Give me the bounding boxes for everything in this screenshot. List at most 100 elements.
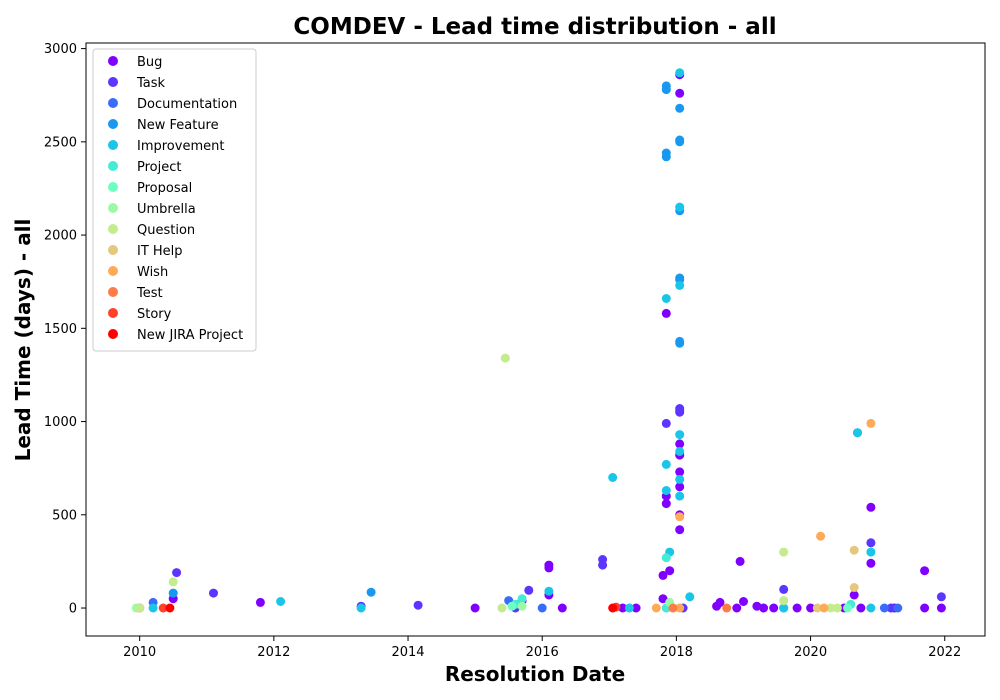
- legend-label: Proposal: [137, 181, 192, 196]
- point-4-16: [675, 491, 685, 501]
- point-4-7: [661, 486, 671, 495]
- point-4-18: [779, 603, 789, 613]
- point-9-1: [849, 583, 859, 592]
- point-6-1: [843, 603, 852, 613]
- point-0-25: [675, 88, 685, 98]
- point-2-5: [893, 603, 903, 613]
- point-4-21: [866, 603, 876, 613]
- legend-marker: [108, 56, 118, 66]
- point-0-8: [557, 603, 567, 613]
- plot-frame: [85, 42, 986, 637]
- point-4-13: [675, 430, 685, 440]
- point-0-17: [675, 525, 685, 535]
- point-10-0: [651, 603, 661, 613]
- legend-marker: [108, 140, 118, 150]
- x-tick-label: 2020: [794, 645, 827, 660]
- point-4-15: [675, 474, 685, 484]
- point-8-1: [168, 577, 178, 587]
- point-0-30: [739, 597, 748, 606]
- point-0-10: [631, 603, 641, 613]
- point-10-1: [675, 512, 685, 522]
- point-10-3: [816, 531, 826, 541]
- legend-marker: [108, 182, 118, 192]
- point-8-7: [832, 603, 842, 613]
- point-7-1: [517, 601, 527, 611]
- x-tick-label: 2012: [257, 645, 290, 660]
- point-11-1: [722, 603, 732, 613]
- point-10-4: [819, 603, 829, 613]
- legend-label: Documentation: [137, 97, 237, 112]
- point-0-43: [920, 603, 930, 613]
- point-1-13: [866, 538, 876, 548]
- legend-marker: [108, 161, 118, 171]
- legend-marker: [108, 245, 118, 255]
- point-3-0: [168, 588, 178, 598]
- point-11-0: [668, 603, 678, 613]
- point-0-32: [759, 603, 769, 613]
- y-tick-label: 0: [69, 602, 77, 617]
- y-tick-label: 500: [52, 508, 77, 523]
- point-0-33: [769, 603, 779, 613]
- legend-marker: [108, 224, 118, 234]
- point-0-38: [866, 558, 876, 568]
- point-0-11: [658, 570, 668, 580]
- point-3-3: [661, 148, 671, 158]
- point-8-6: [826, 603, 836, 613]
- point-3-11: [675, 336, 685, 346]
- point-1-0: [172, 568, 182, 578]
- point-0-40: [856, 603, 866, 613]
- point-0-39: [866, 502, 876, 512]
- legend-label: IT Help: [137, 244, 183, 259]
- point-5-1: [517, 594, 527, 604]
- points-layer: [131, 68, 946, 613]
- point-10-5: [866, 418, 876, 428]
- x-tick-label: 2016: [526, 645, 559, 660]
- x-axis-label: Resolution Date: [445, 662, 625, 686]
- point-1-14: [886, 603, 896, 613]
- legend-label: Question: [137, 223, 195, 238]
- point-2-4: [879, 603, 889, 613]
- y-tick-label: 3000: [44, 42, 77, 57]
- chart-title: COMDEV - Lead time distribution - all: [293, 14, 776, 40]
- point-8-4: [779, 547, 789, 557]
- point-4-1: [276, 597, 286, 606]
- point-0-15: [661, 499, 671, 509]
- point-1-1: [209, 588, 218, 598]
- point-0-13: [665, 566, 675, 576]
- legend-marker: [108, 77, 118, 87]
- point-3-9: [675, 103, 685, 113]
- point-3-5: [661, 81, 671, 91]
- point-0-44: [936, 603, 946, 613]
- point-4-5: [624, 603, 634, 613]
- point-0-3: [470, 603, 480, 613]
- point-1-12: [779, 584, 789, 594]
- point-3-7: [675, 135, 685, 145]
- point-4-17: [685, 592, 695, 602]
- point-10-2: [675, 603, 685, 613]
- legend-label: Bug: [137, 55, 162, 70]
- point-3-1: [366, 587, 376, 597]
- legend-label: Umbrella: [137, 202, 196, 217]
- point-4-6: [661, 459, 671, 469]
- legend-marker: [108, 329, 118, 339]
- x-tick-label: 2014: [391, 645, 424, 660]
- point-6-0: [507, 601, 517, 611]
- point-8-5: [779, 596, 789, 606]
- point-5-2: [661, 553, 671, 563]
- y-tick-label: 1000: [44, 415, 77, 430]
- legend-label: Improvement: [137, 139, 224, 154]
- point-0-37: [849, 590, 859, 600]
- legend-marker: [108, 119, 118, 129]
- point-3-13: [675, 273, 685, 283]
- legend-marker: [108, 266, 118, 276]
- point-1-7: [598, 560, 608, 570]
- point-8-2: [500, 353, 510, 363]
- point-9-0: [849, 545, 859, 555]
- point-8-0: [135, 603, 145, 613]
- y-tick-label: 2500: [44, 135, 77, 150]
- point-4-0: [148, 603, 158, 613]
- y-tick-label: 2000: [44, 229, 77, 244]
- point-0-19: [675, 482, 685, 492]
- point-13-1: [608, 603, 618, 613]
